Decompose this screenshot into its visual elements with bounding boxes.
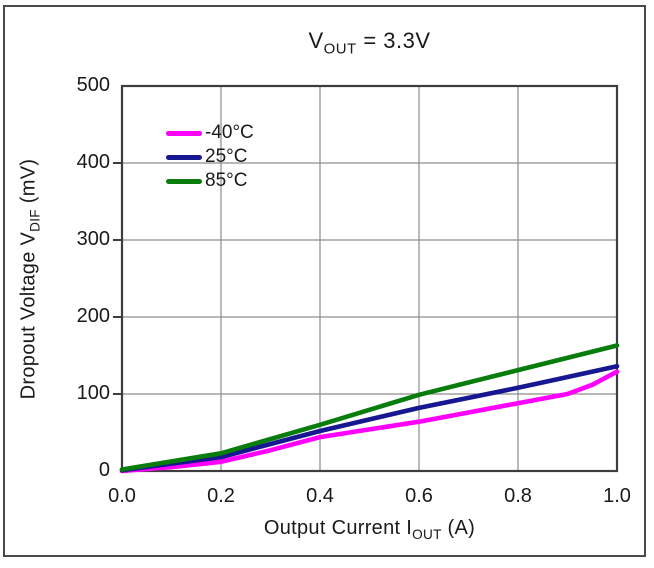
- legend-row-25C: 25°C: [166, 145, 254, 169]
- y-axis-label-unit: (mV): [17, 158, 40, 210]
- legend-label: -40°C: [205, 122, 254, 143]
- x-tick-label: 0.4: [306, 485, 334, 507]
- y-tick-label: 400: [76, 151, 110, 174]
- legend-line-swatch: [166, 130, 202, 136]
- y-tick-label: 500: [76, 74, 110, 97]
- y-axis-label-text: Dropout Voltage V: [17, 231, 40, 400]
- x-tick-label: 0.0: [108, 485, 136, 507]
- chart-title-subscript: OUT: [323, 40, 357, 58]
- plot-area: [113, 84, 620, 474]
- legend-label: 25°C: [205, 146, 248, 167]
- x-axis-label-text: Output Current I: [263, 517, 413, 539]
- y-tick-label: 0: [98, 459, 110, 482]
- legend-row-85C: 85°C: [166, 169, 254, 193]
- x-tick-label: 0.6: [405, 485, 433, 507]
- y-tick-label: 300: [76, 228, 110, 251]
- x-tick-label: 0.2: [207, 485, 235, 507]
- chart-title: VOUT = 3.3V: [122, 28, 617, 57]
- legend-row--40C: -40°C: [166, 121, 254, 145]
- series-line-85C: [119, 343, 620, 472]
- series-line-25C: [119, 363, 620, 473]
- x-axis-label-subscript: OUT: [412, 527, 442, 542]
- x-tick-label: 1.0: [603, 485, 631, 507]
- chart-title-text: V: [308, 28, 324, 53]
- legend-label: 85°C: [205, 170, 248, 191]
- x-axis-label-unit: (A): [441, 517, 476, 539]
- x-axis-label: Output Current IOUT (A): [122, 517, 617, 542]
- y-tick-label: 200: [76, 305, 110, 328]
- x-tick-label: 0.8: [504, 485, 532, 507]
- legend-line-swatch: [166, 154, 202, 160]
- axis-ticks: [113, 162, 122, 395]
- plot-frame: [120, 84, 619, 473]
- chart-title-value: = 3.3V: [356, 28, 431, 53]
- y-tick-label: 100: [76, 382, 110, 405]
- series-lines: [119, 343, 620, 474]
- legend: -40°C 25°C 85°C: [166, 121, 254, 193]
- legend-line-swatch: [166, 178, 202, 184]
- y-axis-label: Dropout Voltage VDIF (mV): [18, 159, 43, 400]
- series-line--40C: [119, 369, 620, 474]
- y-axis-label-subscript: DIF: [27, 209, 43, 232]
